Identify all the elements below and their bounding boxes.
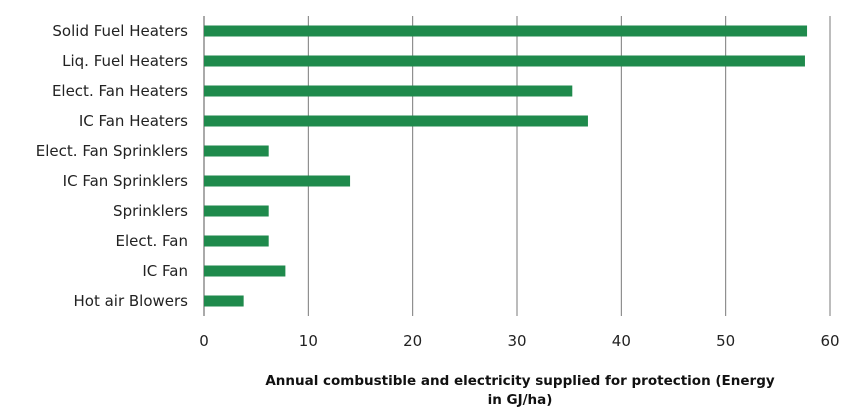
bar: [204, 25, 808, 37]
category-label: Elect. Fan Sprinklers: [36, 142, 188, 160]
x-tick-label: 50: [716, 332, 735, 350]
bar: [204, 265, 286, 277]
x-axis-title-line-1: Annual combustible and electricity suppl…: [265, 373, 775, 389]
category-label: Elect. Fan Heaters: [52, 82, 188, 100]
category-label: Sprinklers: [113, 202, 188, 220]
bar: [204, 175, 351, 187]
x-tick-label: 60: [820, 332, 839, 350]
bar: [204, 55, 805, 67]
category-label: IC Fan: [142, 262, 188, 280]
x-axis-title-line-2: in GJ/ha): [488, 392, 553, 408]
bar: [204, 235, 269, 247]
x-tick-label: 20: [403, 332, 422, 350]
category-label: Elect. Fan: [116, 232, 189, 250]
category-label: Liq. Fuel Heaters: [62, 52, 188, 70]
x-tick-labels: 0 10 20 30 40 50 60: [199, 332, 839, 350]
bar: [204, 145, 269, 157]
x-tick-label: 30: [507, 332, 526, 350]
category-label: IC Fan Sprinklers: [63, 172, 189, 190]
bar: [204, 115, 588, 127]
category-label: Solid Fuel Heaters: [52, 22, 188, 40]
x-tick-label: 0: [199, 332, 209, 350]
x-tick-label: 10: [299, 332, 318, 350]
category-label: IC Fan Heaters: [79, 112, 188, 130]
bar: [204, 295, 244, 307]
category-labels: Solid Fuel Heaters Liq. Fuel Heaters Elect…: [36, 22, 188, 310]
x-tick-label: 40: [612, 332, 631, 350]
bars: [204, 25, 808, 307]
bar: [204, 85, 573, 97]
category-label: Hot air Blowers: [73, 292, 188, 310]
bar: [204, 205, 269, 217]
